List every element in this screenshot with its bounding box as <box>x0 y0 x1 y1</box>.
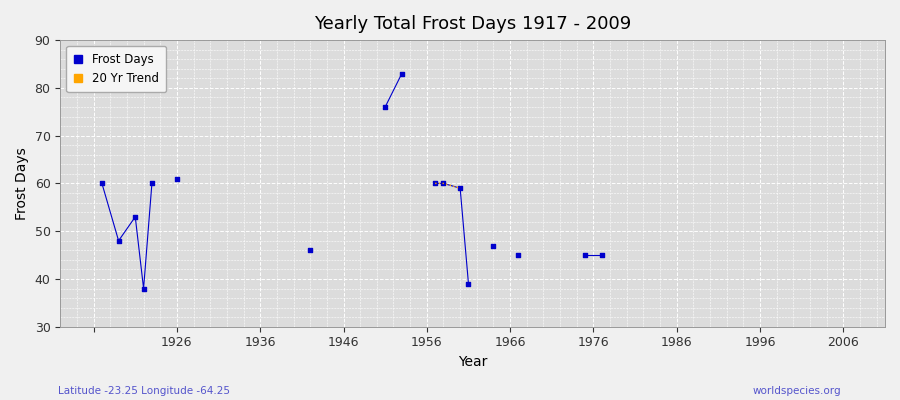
Point <box>511 252 526 258</box>
Point <box>303 247 318 254</box>
Point <box>436 180 451 187</box>
Point <box>128 214 142 220</box>
Point <box>453 185 467 191</box>
Y-axis label: Frost Days: Frost Days <box>15 147 29 220</box>
Text: Latitude -23.25 Longitude -64.25: Latitude -23.25 Longitude -64.25 <box>58 386 230 396</box>
Legend: Frost Days, 20 Yr Trend: Frost Days, 20 Yr Trend <box>67 46 166 92</box>
Point <box>170 176 184 182</box>
Point <box>578 252 592 258</box>
Point <box>112 238 126 244</box>
Point <box>137 285 151 292</box>
Point <box>394 70 409 77</box>
Point <box>486 242 500 249</box>
Point <box>462 280 476 287</box>
Title: Yearly Total Frost Days 1917 - 2009: Yearly Total Frost Days 1917 - 2009 <box>314 15 631 33</box>
Point <box>428 180 443 187</box>
Point <box>145 180 159 187</box>
Text: worldspecies.org: worldspecies.org <box>753 386 842 396</box>
Point <box>378 104 392 110</box>
Point <box>595 252 609 258</box>
X-axis label: Year: Year <box>458 355 487 369</box>
Point <box>94 180 109 187</box>
